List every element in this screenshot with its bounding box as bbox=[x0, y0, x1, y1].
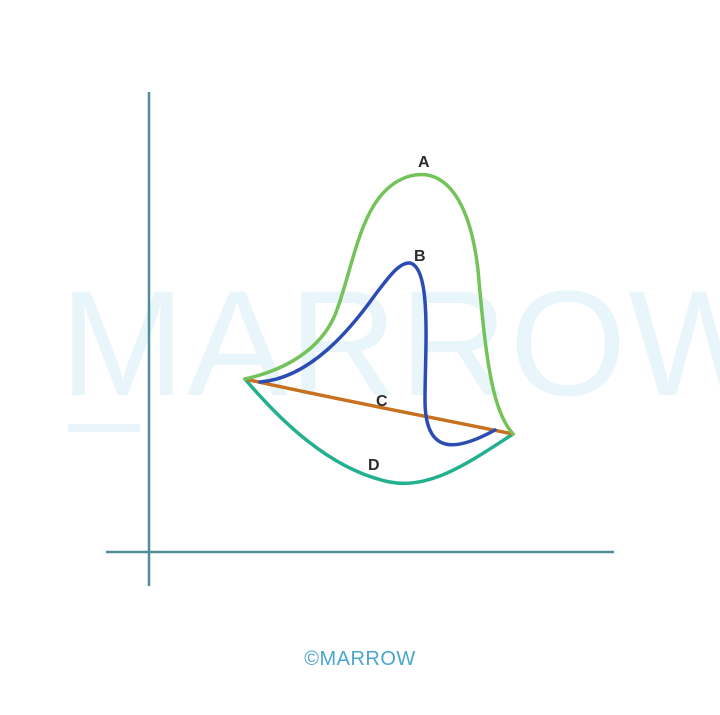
curve-a bbox=[243, 172, 515, 436]
curve-label-c: C bbox=[376, 393, 388, 410]
curve-c bbox=[243, 377, 515, 436]
watermark: MARROW bbox=[60, 259, 720, 432]
copyright-text: ©MARROW bbox=[304, 648, 416, 670]
watermark-underline bbox=[68, 424, 140, 432]
curve-d bbox=[243, 377, 515, 486]
curve-label-a: A bbox=[418, 154, 430, 171]
curve-label-b: B bbox=[414, 248, 426, 265]
curve-label-d: D bbox=[368, 457, 380, 474]
copyright-footer: ©MARROW bbox=[0, 648, 720, 671]
curve-b bbox=[258, 261, 497, 447]
watermark-text: MARROW bbox=[60, 259, 720, 427]
